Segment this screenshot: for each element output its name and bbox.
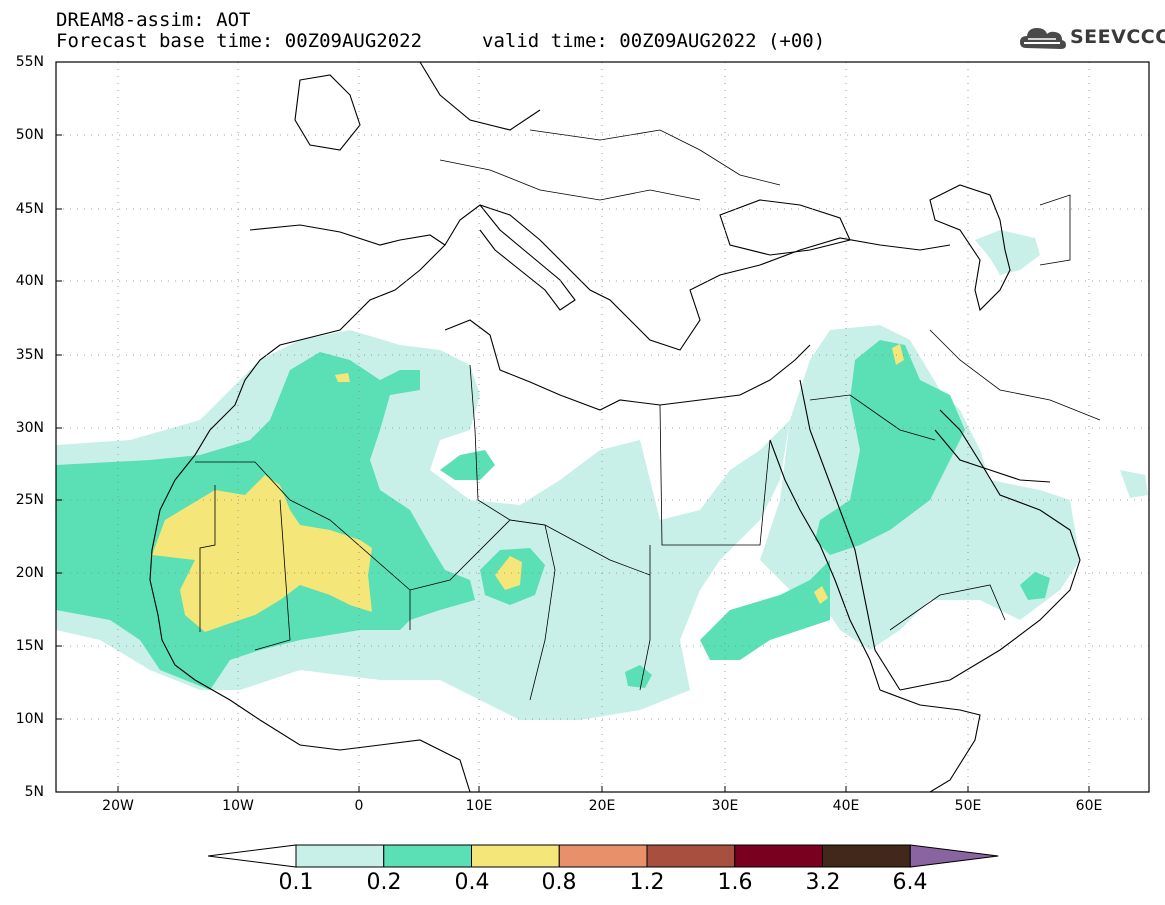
colorbar-label: 0.1 [278, 870, 314, 895]
cloud-logo-icon [1020, 28, 1066, 49]
border-chad-sudan [544, 524, 651, 576]
y-tick-label: 40N [15, 273, 44, 289]
coastline-europe-north [444, 204, 951, 351]
border-kazakh [1039, 194, 1071, 266]
coastline-red-sea-west [769, 439, 881, 691]
colorbar-label: 0.8 [541, 870, 577, 895]
aot-band-0.1-0.2-caspian [975, 230, 1040, 275]
x-tick-label: 40E [832, 798, 860, 814]
aot-band-0.4-0.8-eritrea [814, 586, 828, 604]
y-tick-label: 10N [15, 711, 44, 727]
border-mauritania [199, 485, 216, 632]
x-tick-label: 60E [1075, 798, 1103, 814]
y-tick-label: 5N [24, 784, 44, 800]
border-mali [254, 499, 291, 651]
valid-time: valid time: 00Z09AUG2022 (+00) [482, 30, 826, 52]
coastline-red-sea-east [799, 379, 901, 691]
border-europe-east [529, 129, 781, 186]
border-sudan [639, 545, 651, 691]
aot-band-0.2-0.4-algeria [440, 450, 495, 480]
aot-band-0.4-0.8-niger [495, 556, 522, 590]
y-tick-label: 50N [15, 127, 44, 143]
aot-band-0.1-0.2-gulf [1120, 470, 1148, 498]
coastline-scandinavia [419, 62, 541, 131]
y-tick-label: 20N [15, 565, 44, 581]
aot-band-0.2-0.4-oman [1020, 572, 1050, 600]
border-europe-mid [439, 159, 701, 201]
seevccc-logo: SEEVCCC [1018, 24, 1165, 58]
coastline-horn [879, 689, 981, 792]
x-tick-label: 10E [465, 798, 493, 814]
coastline-italy [479, 204, 576, 311]
map-tick-marks [56, 134, 1090, 792]
map-gridlines [56, 62, 1149, 792]
x-tick-label: 10W [222, 798, 254, 814]
x-tick-label: 20W [102, 798, 134, 814]
aot-band-0.4-0.8-morocco [335, 373, 350, 382]
y-tick-label: 35N [15, 347, 44, 363]
coastline-arabia-east [899, 409, 1081, 691]
x-tick-label: 30E [711, 798, 739, 814]
logo-text: SEEVCCC [1070, 26, 1165, 48]
y-tick-label: 25N [15, 492, 44, 508]
coastline-britain [294, 74, 361, 151]
border-sahara [195, 461, 411, 630]
border-iran [929, 329, 1101, 421]
aot-band-0.4-0.8-mauritania [152, 475, 372, 632]
aot-contours [56, 230, 1148, 720]
forecast-base-time: Forecast base time: 00Z09AUG2022 [56, 30, 423, 52]
map-title: DREAM8-assim: AOT [56, 9, 251, 31]
coastline-black-sea [719, 199, 851, 256]
y-tick-label: 30N [15, 420, 44, 436]
colorbar-label: 3.2 [805, 870, 841, 895]
border-saudi-iraq [809, 394, 936, 441]
colorbar-label: 1.6 [717, 870, 753, 895]
country-borders [195, 129, 1101, 701]
aot-band-0.2-0.4-chad-south [625, 665, 652, 688]
x-tick-label: 0 [354, 798, 364, 814]
y-tick-label: 15N [15, 638, 44, 654]
coastline-iberia-nafrica [149, 224, 471, 792]
aot-band-0.4-0.8-iraq [892, 344, 904, 365]
coastlines [149, 62, 1081, 792]
x-tick-label: 50E [954, 798, 982, 814]
y-tick-label: 45N [15, 201, 44, 217]
x-tick-label: 20E [588, 798, 616, 814]
colorbar-label: 0.2 [366, 870, 402, 895]
colorbar-label: 0.4 [454, 870, 490, 895]
colorbar-label: 1.2 [629, 870, 665, 895]
coastline-caspian [929, 184, 1011, 312]
border-saudi-south [889, 584, 1006, 631]
coastline-persian-gulf [934, 429, 1051, 483]
aot-band-0.2-0.4-arabia [815, 340, 965, 555]
colorbar-label: 6.4 [892, 870, 928, 895]
border-libya-egypt [659, 404, 771, 546]
aot-band-0.2-0.4-sudan [700, 560, 830, 660]
y-tick-label: 55N [15, 54, 44, 70]
coastline-mediterranean-south [444, 319, 811, 411]
